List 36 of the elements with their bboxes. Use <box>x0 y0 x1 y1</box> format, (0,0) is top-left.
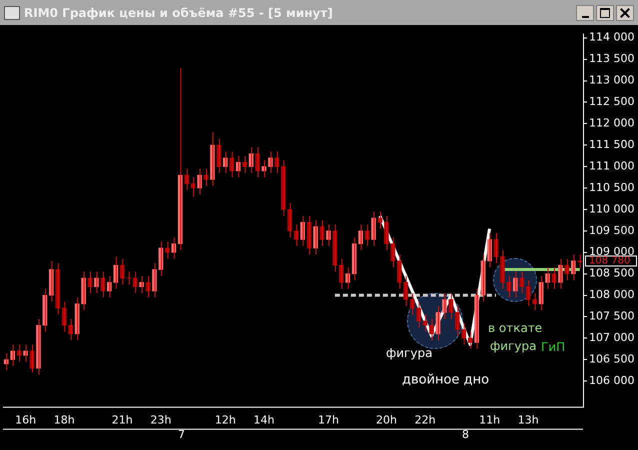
x-tick-label: 16h <box>15 413 36 426</box>
x-tick-label: 17h <box>318 413 339 426</box>
y-tick-label: 108 500 <box>589 266 634 280</box>
x-tick-label: 20h <box>376 413 397 426</box>
chart-title: RIM0 График цены и объёма #55 - [5 минут] <box>24 6 334 20</box>
y-tick-label: 111 500 <box>589 138 634 151</box>
y-tick-label: 112 500 <box>589 95 634 108</box>
y-tick-label: 111 000 <box>589 159 634 172</box>
y-tick-label: 113 000 <box>589 74 634 87</box>
x-tick-label: 22h <box>414 413 436 426</box>
x-tick-label: 23h <box>150 413 172 426</box>
y-tick-label: 109 500 <box>589 224 634 237</box>
x-tick-label: 18h <box>54 413 75 426</box>
y-tick-label: 112 000 <box>589 116 634 130</box>
annotation: фигура <box>386 346 432 360</box>
y-tick-label: 106 500 <box>589 352 634 366</box>
text: 8 <box>462 428 469 441</box>
y-tick-label: 106 000 <box>589 374 634 387</box>
annotation: двойное дно <box>402 372 490 388</box>
text: 108 780 <box>589 256 630 267</box>
x-tick-label: 14h <box>254 413 275 426</box>
x-tick-label: 13h <box>518 413 539 426</box>
y-tick-label: 108 000 <box>589 288 634 302</box>
y-tick-label: 107 000 <box>589 331 634 344</box>
annotation: в откате <box>488 321 542 336</box>
annotation: фигура <box>490 339 536 354</box>
y-tick-label: 113 500 <box>589 52 634 66</box>
x-tick-label: 21h <box>112 413 133 426</box>
y-tick-label: 107 500 <box>589 310 634 323</box>
x-tick-label: 11h <box>479 413 500 426</box>
y-tick-label: 110 500 <box>589 180 634 194</box>
y-tick-label: 114 000 <box>589 30 634 44</box>
x-tick-label: 12h <box>214 413 236 426</box>
annotation: ГиП <box>541 340 566 354</box>
y-tick-label: 110 000 <box>589 202 634 216</box>
text: 7 <box>178 428 185 441</box>
